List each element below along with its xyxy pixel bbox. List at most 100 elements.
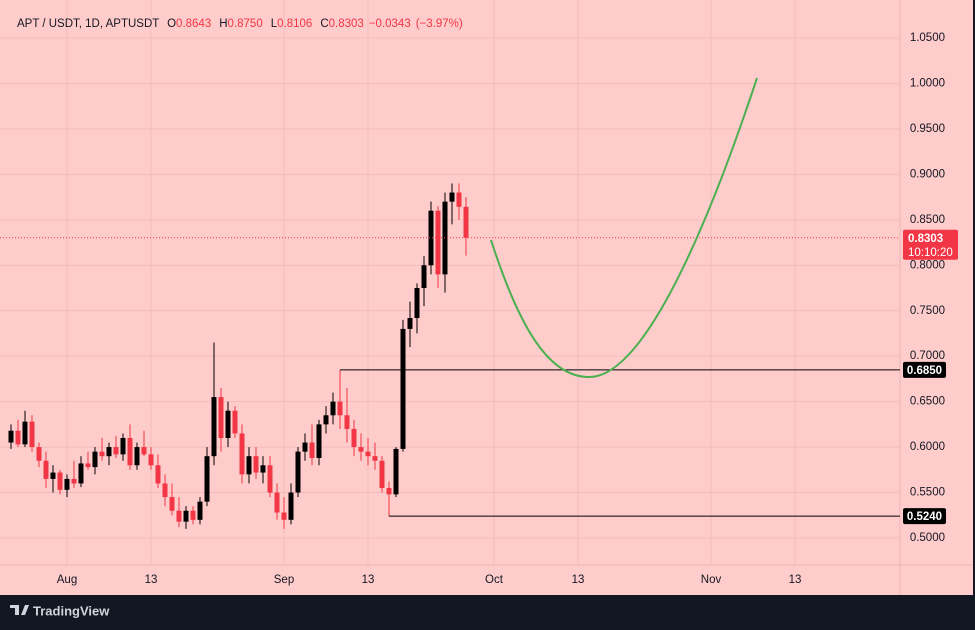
- y-tick-label: 0.9000: [910, 168, 945, 180]
- legend-key: O: [167, 18, 176, 30]
- x-tick-label: Oct: [485, 574, 504, 586]
- legend-value: 0.8303: [329, 18, 364, 30]
- candle-body: [85, 463, 91, 468]
- legend-value: 0.8106: [277, 18, 312, 30]
- candle-body: [281, 512, 287, 520]
- candle-body: [407, 318, 413, 329]
- grid: [0, 0, 900, 565]
- candle-body: [127, 438, 133, 466]
- candle-body: [365, 451, 371, 457]
- candle-body: [302, 442, 308, 452]
- candle-body: [106, 447, 112, 457]
- candle-body: [260, 465, 266, 473]
- candle-body: [92, 451, 98, 468]
- candle-body: [36, 447, 42, 461]
- candle-body: [71, 478, 77, 484]
- candle-body: [295, 451, 301, 493]
- candle-body: [197, 501, 203, 520]
- candle-body: [309, 442, 315, 458]
- candle-body: [456, 192, 462, 207]
- candle-body: [204, 456, 210, 502]
- legend-value: −0.0343: [369, 18, 411, 30]
- candle-body: [393, 448, 399, 495]
- countdown: 10:10:20: [908, 247, 953, 259]
- last-price-box: [903, 229, 958, 260]
- candle-body: [134, 447, 140, 466]
- candle-body: [29, 421, 35, 448]
- candle-body: [176, 510, 182, 522]
- x-tick-label: Aug: [57, 574, 77, 586]
- candle-body: [15, 430, 21, 445]
- x-tick-label: 13: [789, 574, 802, 586]
- last-price-label: 0.8303: [908, 233, 943, 245]
- candle-body: [8, 430, 14, 443]
- candle-body: [337, 401, 343, 416]
- candle-body: [162, 483, 168, 498]
- candle-body: [288, 492, 294, 520]
- candle-body: [428, 210, 434, 266]
- candle-body: [379, 460, 385, 488]
- candle-body: [253, 456, 259, 473]
- legend-value: 0.8643: [176, 18, 211, 30]
- candle-body: [141, 447, 147, 455]
- candle-body: [246, 456, 252, 475]
- candle-body: [225, 410, 231, 438]
- candle-body: [463, 206, 469, 238]
- chart-background: [0, 0, 973, 595]
- candle-body: [267, 465, 273, 493]
- candle-body: [99, 451, 105, 457]
- y-tick-label: 1.0500: [910, 32, 945, 44]
- candle-body: [386, 488, 392, 495]
- candle-body: [169, 497, 175, 511]
- y-tick-label: 0.5500: [910, 487, 945, 499]
- candle-body: [22, 421, 28, 445]
- level-label: 0.5240: [907, 511, 942, 523]
- x-tick-label: 13: [572, 574, 585, 586]
- candle-body: [351, 428, 357, 448]
- candle-body: [323, 415, 329, 425]
- x-tick-label: Nov: [701, 574, 722, 586]
- candle-body: [57, 472, 63, 490]
- candle-body: [211, 397, 217, 457]
- x-tick-label: 13: [362, 574, 375, 586]
- y-tick-label: 0.6000: [910, 441, 945, 453]
- legend-key: L: [271, 18, 278, 30]
- candle-body: [113, 447, 119, 455]
- candle-body: [449, 192, 455, 202]
- y-tick-label: 0.5000: [910, 532, 945, 544]
- candle-body: [78, 463, 84, 484]
- y-tick-label: 0.6500: [910, 396, 945, 408]
- candle-body: [239, 433, 245, 475]
- x-tick-label: 13: [145, 574, 158, 586]
- y-tick-label: 0.8000: [910, 259, 945, 271]
- y-tick-label: 0.8500: [910, 214, 945, 226]
- level-label-box: [903, 361, 946, 378]
- candle-body: [274, 492, 280, 513]
- candle-body: [435, 210, 441, 275]
- candle-body: [43, 460, 49, 479]
- x-tick-label: Sep: [274, 574, 294, 586]
- candle-body: [316, 424, 322, 458]
- y-tick-label: 0.7500: [910, 305, 945, 317]
- candle-body: [414, 288, 420, 318]
- legend-key: H: [219, 18, 227, 30]
- y-tick-label: 0.7000: [910, 350, 945, 362]
- legend-value: (−3.97%): [416, 18, 463, 30]
- symbol: APT / USDT, 1D, APTUSDT: [17, 18, 159, 30]
- candle-body: [120, 438, 126, 455]
- candle-body: [358, 447, 364, 452]
- candle-body: [155, 465, 161, 484]
- chart-legend: APT / USDT, 1D, APTUSDT O0.8643 H0.8750 L0.…: [17, 18, 463, 30]
- legend-value: 0.8750: [228, 18, 263, 30]
- candle-body: [330, 401, 336, 416]
- candle-body: [400, 328, 406, 449]
- labels: 0.5000 0.5500 0.6000 0.6500 0.7000 0.7500 0.80…: [57, 32, 958, 586]
- level-label-box: [903, 508, 946, 525]
- projection-curve: [490, 77, 758, 379]
- candle-body: [190, 510, 196, 520]
- candle-body: [183, 510, 189, 522]
- candle-body: [64, 478, 70, 490]
- candle-body: [232, 410, 238, 434]
